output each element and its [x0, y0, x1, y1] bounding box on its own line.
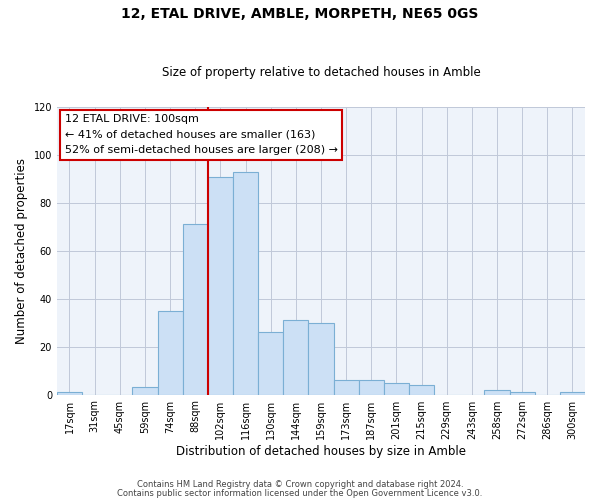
- Bar: [133, 388, 158, 394]
- Bar: [182, 224, 208, 394]
- Text: 12, ETAL DRIVE, AMBLE, MORPETH, NE65 0GS: 12, ETAL DRIVE, AMBLE, MORPETH, NE65 0GS: [121, 8, 479, 22]
- Bar: [409, 385, 434, 394]
- Bar: [509, 392, 535, 394]
- Bar: [560, 392, 585, 394]
- Bar: [334, 380, 359, 394]
- Bar: [384, 382, 409, 394]
- Bar: [57, 392, 82, 394]
- Bar: [233, 172, 258, 394]
- Text: 12 ETAL DRIVE: 100sqm
← 41% of detached houses are smaller (163)
52% of semi-det: 12 ETAL DRIVE: 100sqm ← 41% of detached …: [65, 114, 338, 156]
- Title: Size of property relative to detached houses in Amble: Size of property relative to detached ho…: [161, 66, 481, 80]
- Bar: [258, 332, 283, 394]
- Bar: [484, 390, 509, 394]
- Text: Contains HM Land Registry data © Crown copyright and database right 2024.: Contains HM Land Registry data © Crown c…: [137, 480, 463, 489]
- Y-axis label: Number of detached properties: Number of detached properties: [15, 158, 28, 344]
- Bar: [359, 380, 384, 394]
- X-axis label: Distribution of detached houses by size in Amble: Distribution of detached houses by size …: [176, 444, 466, 458]
- Bar: [208, 176, 233, 394]
- Bar: [308, 322, 334, 394]
- Bar: [158, 310, 182, 394]
- Bar: [283, 320, 308, 394]
- Text: Contains public sector information licensed under the Open Government Licence v3: Contains public sector information licen…: [118, 488, 482, 498]
